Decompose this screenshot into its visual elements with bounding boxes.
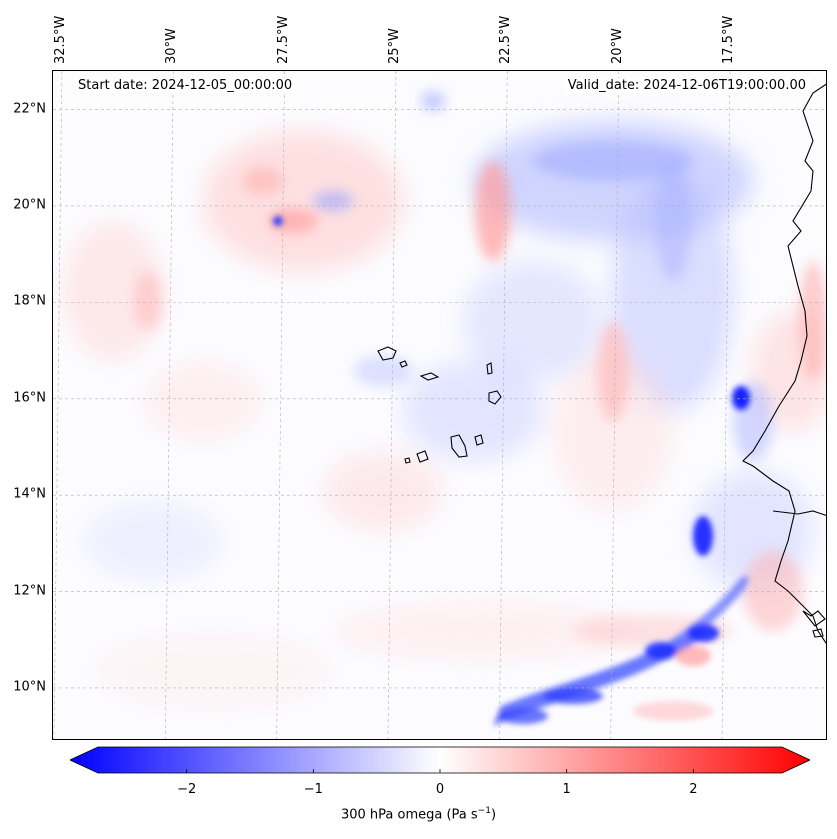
gambia-coast [772, 510, 826, 516]
longitude-label: 27.5°W [275, 15, 291, 64]
omega-shading [63, 91, 826, 726]
meridian-line-6 [721, 71, 731, 739]
cape-verde-santo-antao [377, 346, 397, 361]
meridian-line-0 [53, 71, 63, 739]
colorbar-label-tail: ) [490, 807, 497, 823]
cape-verde-boa-vista [488, 390, 502, 405]
colorbar-tick-label: −2 [177, 782, 197, 797]
cape-verde-sao-vicente [399, 360, 408, 368]
colorbar-tick-label: 1 [562, 782, 571, 797]
colorbar [69, 746, 811, 774]
coastlines [377, 83, 826, 644]
colorbar-ticks: −2 −1 0 1 2 [0, 776, 837, 797]
graticule [53, 71, 826, 739]
latitude-label: 22°N [13, 101, 46, 117]
latitude-label: 16°N [13, 390, 46, 406]
valid-date-label: Valid_date: 2024-12-06T19:00:00.00 [563, 78, 810, 93]
cape-verde-brava [404, 457, 411, 464]
latitude-label: 12°N [13, 583, 46, 599]
latitude-labels: 22°N 20°N 18°N 16°N 14°N 12°N 10°N [0, 0, 52, 839]
meridian-line-3 [387, 71, 397, 739]
map-panel [52, 70, 827, 740]
colorbar-label-unit-exponent: −1 [477, 806, 491, 816]
longitude-label: 30°W [164, 28, 180, 64]
cape-verde-fogo [416, 450, 429, 463]
latitude-label: 14°N [13, 486, 46, 502]
meridian-line-2 [276, 71, 285, 739]
longitude-label: 32.5°W [52, 15, 68, 64]
bissagos-islands [802, 610, 826, 638]
meridian-line-4 [499, 71, 508, 739]
colorbar-label-text: 300 hPa omega (Pa s [340, 807, 478, 823]
longitude-label: 20°W [609, 28, 625, 64]
africa-coastline [742, 83, 826, 644]
colorbar-tick-label: 0 [435, 782, 445, 797]
cape-verde-santiago [450, 434, 468, 458]
meridian-line-1 [164, 71, 174, 739]
cape-verde-sao-nicolau [419, 372, 440, 381]
longitude-labels: 32.5°W 30°W 27.5°W 25°W 22.5°W 20°W 17.5°W [0, 0, 837, 70]
colorbar-label: 300 hPa omega (Pa s−1) [0, 806, 837, 822]
cape-verde-sal [486, 362, 493, 375]
longitude-label: 22.5°W [498, 15, 514, 64]
longitude-label: 25°W [386, 28, 402, 64]
latitude-label: 10°N [13, 679, 46, 695]
latitude-label: 20°N [13, 197, 46, 213]
colorbar-tick-label: −1 [303, 782, 323, 797]
start-date-label: Start date: 2024-12-05_00:00:00 [74, 78, 297, 93]
cape-verde-maio [474, 434, 484, 446]
longitude-label: 17.5°W [721, 15, 736, 64]
latitude-label: 18°N [13, 293, 46, 309]
colorbar-gradient [69, 746, 811, 774]
colorbar-tick-label: 2 [689, 782, 698, 797]
omega-field-map [53, 71, 826, 739]
meridian-line-5 [610, 71, 619, 739]
